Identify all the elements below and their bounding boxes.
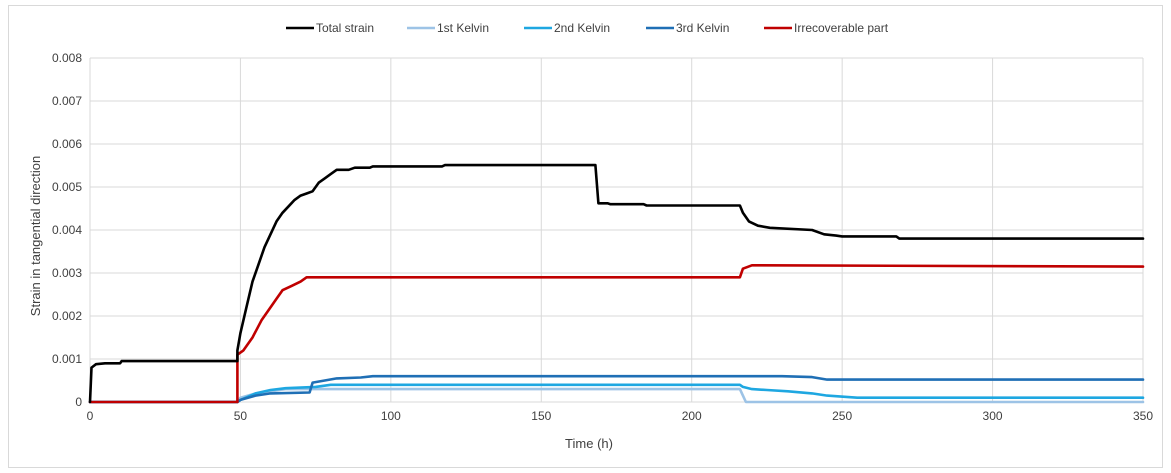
x-tick-label: 250 <box>832 409 852 423</box>
y-tick-label: 0.007 <box>52 94 82 108</box>
y-tick-label: 0.006 <box>52 137 82 151</box>
series-line-3rd-kelvin <box>88 374 1145 404</box>
y-tick-label: 0.001 <box>52 352 82 366</box>
y-tick-label: 0.002 <box>52 309 82 323</box>
x-tick-label: 100 <box>381 409 401 423</box>
x-tick-label: 150 <box>531 409 551 423</box>
y-axis-ticks: 0 0.001 0.002 0.003 0.004 0.005 0.006 0.007 0.00… <box>52 51 82 409</box>
x-tick-label: 50 <box>234 409 248 423</box>
x-tick-label: 300 <box>983 409 1003 423</box>
chart-container: 0 50 100 150 200 250 300 350 0 0.001 0.002 0.003 0.… <box>8 5 1163 468</box>
y-tick-label: 0.003 <box>52 266 82 280</box>
x-axis-title: Time (h) <box>565 436 613 451</box>
grid-lines <box>89 57 1144 403</box>
series-lines <box>88 163 1145 404</box>
y-axis-title: Strain in tangential direction <box>28 156 43 316</box>
legend-label: 3rd Kelvin <box>676 21 729 35</box>
x-tick-label: 0 <box>87 409 94 423</box>
x-tick-label: 350 <box>1133 409 1153 423</box>
y-tick-label: 0 <box>75 395 82 409</box>
series-line-irrecoverable-part <box>88 264 1145 404</box>
legend: Total strain 1st Kelvin 2nd Kelvin 3rd Kelv… <box>286 21 889 35</box>
line-chart: 0 50 100 150 200 250 300 350 0 0.001 0.002 0.003 0.… <box>28 21 1154 451</box>
x-tick-label: 200 <box>682 409 702 423</box>
series-line-total-strain <box>88 163 1145 404</box>
legend-label: Total strain <box>316 21 374 35</box>
legend-label: 1st Kelvin <box>437 21 489 35</box>
legend-label: 2nd Kelvin <box>554 21 610 35</box>
y-tick-label: 0.005 <box>52 180 82 194</box>
x-axis-ticks: 0 50 100 150 200 250 300 350 <box>87 409 1154 423</box>
y-tick-label: 0.008 <box>52 51 82 65</box>
legend-label: Irrecoverable part <box>794 21 889 35</box>
series-line-2nd-kelvin <box>88 383 1145 404</box>
y-tick-label: 0.004 <box>52 223 82 237</box>
